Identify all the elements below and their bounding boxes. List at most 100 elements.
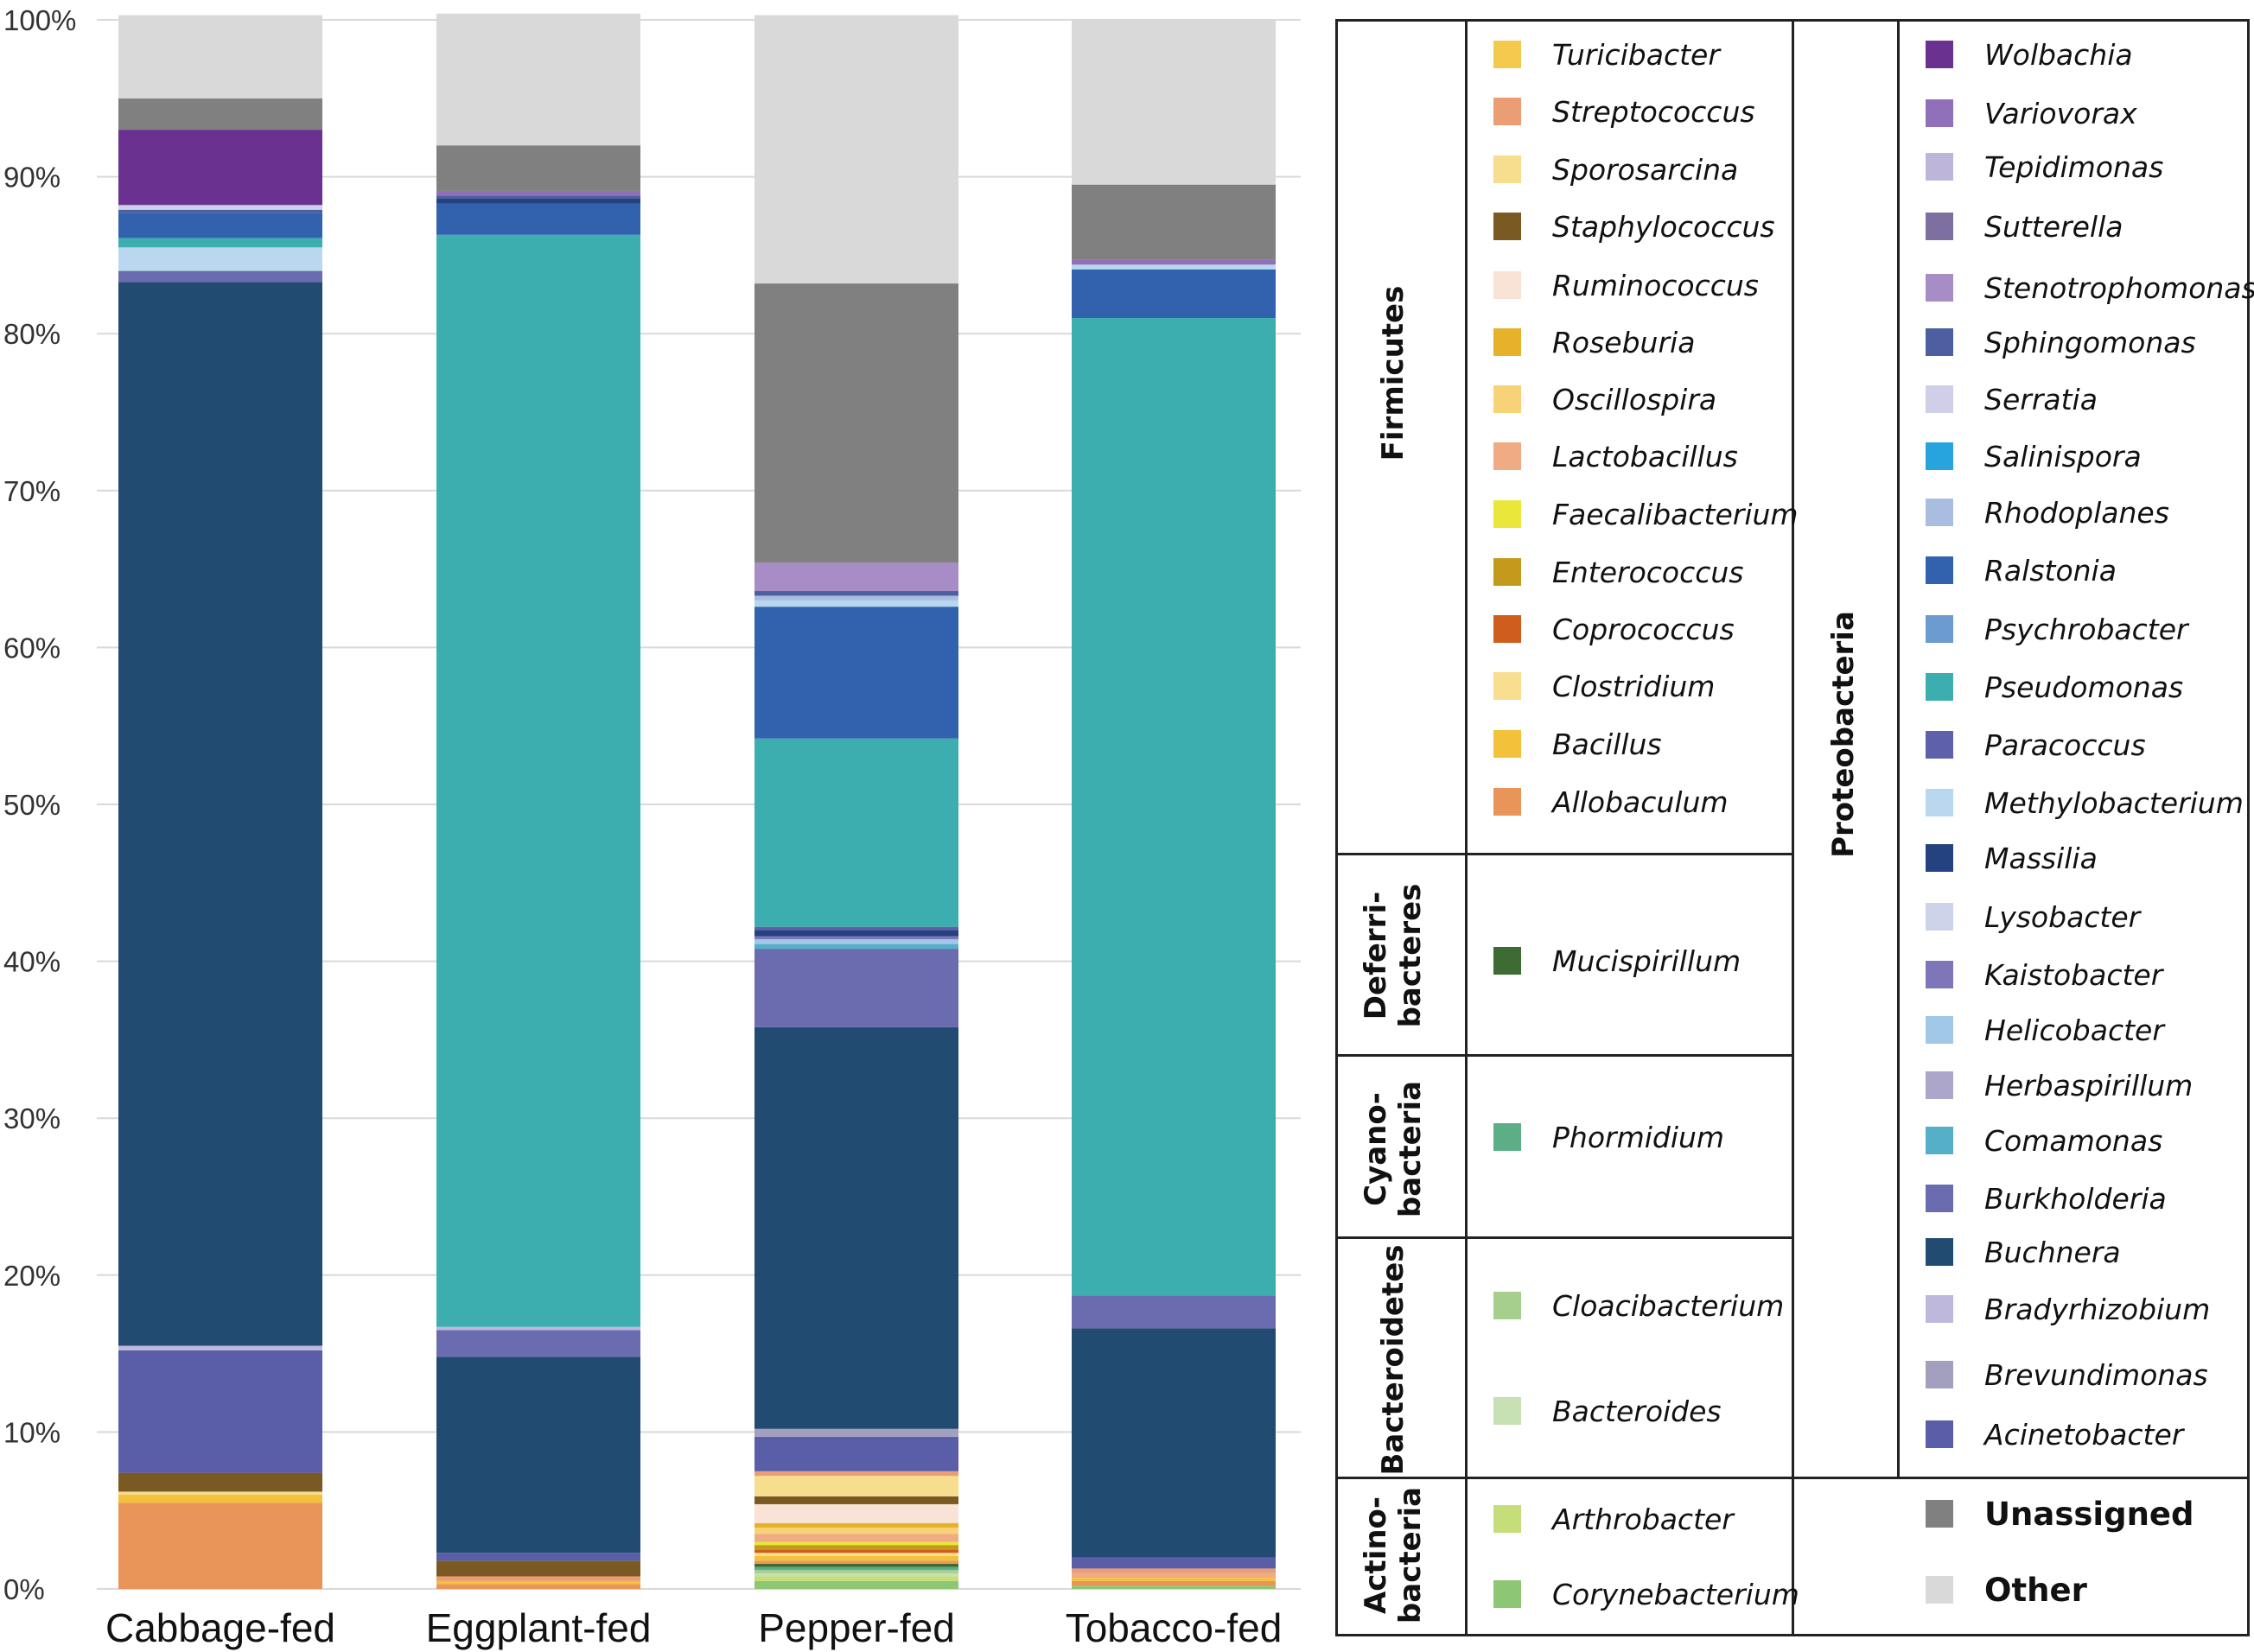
bar-segment-sphingomonas (436, 195, 640, 200)
legend-item: Buchnera (1926, 1235, 2121, 1269)
legend-swatch (1926, 41, 1953, 68)
legend-item: Kaistobacter (1926, 957, 2162, 992)
legend-label: Stenotrophomonas (1984, 270, 2254, 305)
legend-item: Roseburia (1493, 325, 1695, 359)
legend-item: Acinetobacter (1926, 1417, 2183, 1452)
legend-item: Pseudomonas (1926, 670, 2183, 704)
legend-item: Other (1926, 1571, 2087, 1609)
legend-label: Coprococcus (1552, 612, 1735, 646)
legend-swatch (1926, 1500, 1953, 1528)
legend-item: Phormidium (1493, 1120, 1724, 1154)
legend-swatch (1926, 731, 1953, 759)
bar-segment-staphylococcus (118, 1472, 322, 1492)
legend-item: Arthrobacter (1493, 1502, 1734, 1536)
bar-segment-ralstonia (755, 607, 958, 739)
legend-item: Coprococcus (1493, 612, 1735, 646)
legend-swatch (1926, 1238, 1953, 1266)
y-tick-label: 30% (3, 1102, 60, 1134)
legend-item: Comamonas (1926, 1123, 2162, 1158)
bar-segment-other (755, 15, 958, 284)
legend-item: Ruminococcus (1493, 268, 1759, 302)
bar-segment-ralstonia (1072, 269, 1276, 319)
legend-item: Enterococcus (1493, 555, 1744, 589)
legend-swatch (1926, 961, 1953, 988)
bar-segment-burkholderia (436, 1330, 640, 1357)
legend-label: Variovorax (1984, 96, 2137, 130)
legend-label: Tepidimonas (1984, 149, 2164, 184)
legend-item: Staphylococcus (1493, 209, 1775, 244)
legend-swatch (1926, 1295, 1953, 1323)
bar-segment-allobaculum (118, 1503, 322, 1589)
legend-divider (1335, 853, 1793, 855)
legend-label: Sutterella (1984, 209, 2123, 244)
bar-segment-pseudomonas (118, 238, 322, 248)
legend-swatch (1926, 1361, 1953, 1388)
bar-segment-acinetobacter (755, 1436, 958, 1471)
bar-segment-wolbachia (118, 130, 322, 206)
bar-segment-allobaculum (755, 1560, 958, 1564)
legend-divider (1897, 19, 1900, 1479)
legend-divider (1335, 1236, 1793, 1239)
bar-segment-massilia (436, 199, 640, 204)
bar-segment-helicobacter (755, 939, 958, 944)
legend-label: Ruminococcus (1552, 268, 1759, 302)
legend-swatch (1926, 1127, 1953, 1154)
legend-swatch (1926, 499, 1953, 526)
bar-segment-cloacibacterium (755, 1570, 958, 1573)
legend-label: Psychrobacter (1984, 612, 2188, 646)
bar-segment-coprococcus (755, 1549, 958, 1554)
legend-item: Paracoccus (1926, 728, 2146, 762)
legend-item: Faecalibacterium (1493, 497, 1799, 531)
bar-segment-mucispirillum (755, 1563, 958, 1567)
y-tick-label: 20% (3, 1260, 60, 1292)
bar-segment-lactobacillus (1072, 1573, 1276, 1579)
legend-label: Phormidium (1552, 1120, 1725, 1154)
bar-segment-burkholderia (1072, 1295, 1276, 1329)
bar-segment-bradyrhizobium (436, 1326, 640, 1331)
phylum-firmicutes: Firmicutes (1376, 285, 1410, 461)
bar-segment-methylobacterium (118, 247, 322, 271)
legend-item: Mucispirillum (1493, 944, 1741, 978)
legend-label: Bacteroides (1552, 1394, 1722, 1428)
bar-segment-ralstonia (118, 213, 322, 238)
legend-swatch (1493, 385, 1521, 413)
phylum-actinobacteria: Actino- bacteria (1359, 1486, 1428, 1624)
legend-swatch (1493, 1123, 1521, 1151)
legend-swatch (1493, 213, 1521, 240)
legend-label: Other (1984, 1571, 2087, 1609)
legend-label: Herbaspirillum (1984, 1068, 2194, 1102)
legend-swatch (1493, 615, 1521, 643)
y-tick-label: 70% (3, 475, 60, 507)
y-tick-label: 80% (3, 318, 60, 350)
legend-divider (1792, 19, 1794, 1636)
bar-segment-allobaculum (1072, 1580, 1276, 1586)
legend-label: Arthrobacter (1552, 1502, 1734, 1536)
legend-swatch (1493, 41, 1521, 68)
bar-segment-bradyrhizobium (118, 1345, 322, 1350)
bar-segment-corynebacterium (755, 1580, 958, 1589)
legend-item: Corynebacterium (1493, 1577, 1799, 1611)
legend-label: Buchnera (1984, 1235, 2121, 1269)
phylum-proteobacteria: Proteobacteria (1826, 611, 1861, 858)
legend-item: Rhodoplanes (1926, 495, 2169, 530)
legend-item: Lactobacillus (1493, 439, 1738, 473)
legend-label: Clostridium (1552, 669, 1716, 703)
bar-segment-unassigned (118, 98, 322, 130)
legend-divider (1335, 1054, 1793, 1057)
legend-item: Salinispora (1926, 439, 2142, 473)
bar-segment-roseburia (755, 1522, 958, 1528)
y-tick-label: 10% (3, 1416, 60, 1448)
legend-item: Brevundimonas (1926, 1357, 2208, 1392)
phylum-deferribacteres: Deferri- bacteres (1359, 883, 1428, 1028)
legend-item: Methylobacterium (1926, 785, 2244, 820)
bar-segment-streptococcus (436, 1576, 640, 1581)
legend-label: Lysobacter (1984, 899, 2141, 934)
y-tick-label: 40% (3, 946, 60, 978)
legend-item: Sphingomonas (1926, 325, 2196, 359)
bar-segment-pseudomonas (436, 234, 640, 1327)
bar-segment-acinetobacter (436, 1553, 640, 1561)
bar-segment-methylobacterium (755, 600, 958, 607)
phylum-cyanobacteria: Cyano- bacteria (1359, 1080, 1428, 1218)
bar-segment-sporosarcina (755, 1476, 958, 1496)
legend-label: Sphingomonas (1984, 325, 2196, 359)
